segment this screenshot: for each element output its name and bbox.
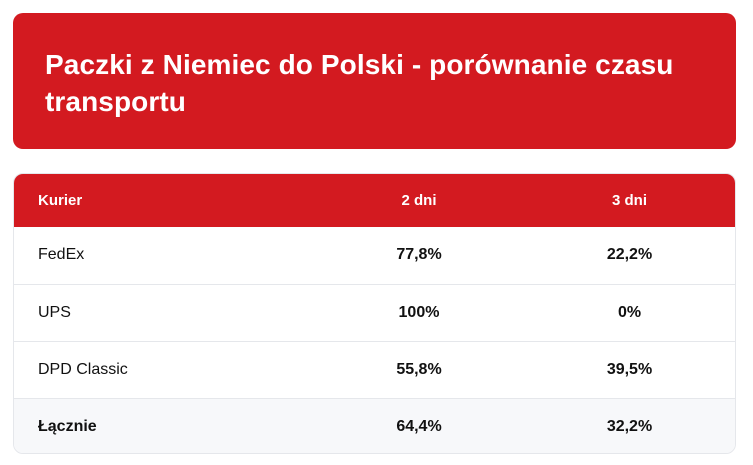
table-row: DPD Classic 55,8% 39,5% xyxy=(14,341,735,398)
table-total-row: Łącznie 64,4% 32,2% xyxy=(14,398,735,453)
column-header-2-days: 2 dni xyxy=(401,192,437,209)
two-days-value: 55,8% xyxy=(396,360,442,378)
comparison-table: Kurier 2 dni 3 dni FedEx 77,8% 22,2% UPS… xyxy=(14,174,735,453)
courier-name: DPD Classic xyxy=(38,360,128,378)
courier-name: UPS xyxy=(38,303,71,321)
courier-name: FedEx xyxy=(38,246,85,264)
total-label: Łącznie xyxy=(38,417,97,435)
two-days-value: 77,8% xyxy=(396,246,442,264)
table-header-row: Kurier 2 dni 3 dni xyxy=(14,174,735,227)
total-two-days-value: 64,4% xyxy=(396,417,442,435)
three-days-value: 0% xyxy=(617,303,642,321)
three-days-value: 39,5% xyxy=(606,360,653,378)
table-header: Kurier 2 dni 3 dni xyxy=(14,174,735,227)
page-title: Paczki z Niemiec do Polski - porównanie … xyxy=(45,49,674,117)
column-header-3-days: 3 dni xyxy=(611,192,647,209)
total-three-days-value: 32,2% xyxy=(606,417,653,435)
column-header-courier: Kurier xyxy=(38,192,83,209)
table-row: UPS 100% 0% xyxy=(14,284,735,341)
two-days-value: 100% xyxy=(398,303,440,321)
title-banner: Paczki z Niemiec do Polski - porównanie … xyxy=(13,13,736,149)
three-days-value: 22,2% xyxy=(606,246,653,264)
comparison-table-card: Kurier 2 dni 3 dni FedEx 77,8% 22,2% UPS… xyxy=(13,173,736,454)
table-body: FedEx 77,8% 22,2% UPS 100% 0% DPD Classi… xyxy=(14,227,735,453)
table-row: FedEx 77,8% 22,2% xyxy=(14,227,735,284)
